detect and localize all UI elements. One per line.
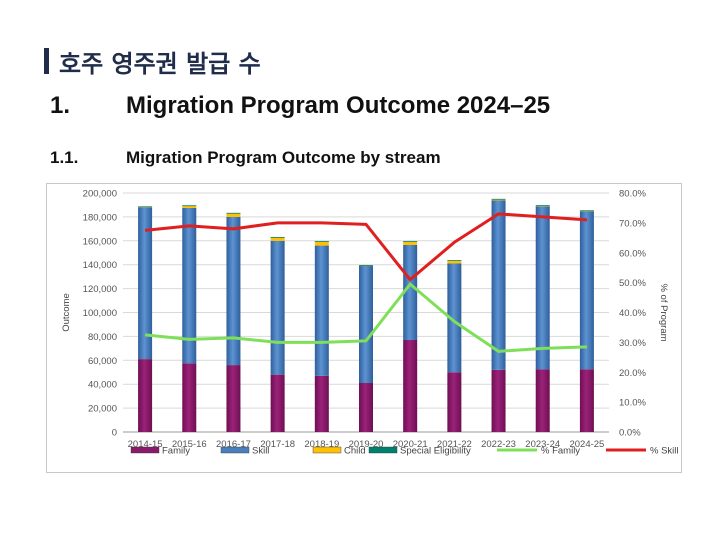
migration-outcome-chart: 0 20,000 40,000 60,000 80,000 100,000 120,000 1… — [61, 189, 679, 457]
legend-swatch — [130, 446, 160, 454]
section-title: Migration Program Outcome 2024–25 — [126, 92, 551, 119]
y2-tick-label: 30.0% — [619, 338, 646, 349]
legend-swatch — [368, 446, 398, 454]
x-tick-label: 2021-22 — [437, 439, 472, 450]
y-tick-label: 160,000 — [83, 236, 117, 247]
slide-title: 호주 영주권 발급 수 — [59, 49, 261, 78]
bar-child — [447, 260, 462, 264]
y2-axis-title: % of Program — [658, 283, 669, 341]
y2-tick-label: 40.0% — [619, 308, 646, 319]
bar-skill — [491, 200, 506, 370]
bar-family — [138, 359, 153, 432]
bar-family — [579, 369, 594, 432]
legend-label: Skill — [252, 446, 269, 457]
bar-special-eligibility — [314, 241, 329, 242]
bar-skill — [403, 244, 418, 340]
y-tick-label: 20,000 — [88, 404, 117, 415]
y-tick-label: 40,000 — [88, 380, 117, 391]
x-tick-label: 2017-18 — [260, 439, 295, 450]
chart-frame: 0 20,000 40,000 60,000 80,000 100,000 120,000 1… — [46, 183, 682, 473]
y-tick-label: 200,000 — [83, 189, 117, 200]
y-tick-label: 100,000 — [83, 308, 117, 319]
x-tick-label: 2019-20 — [349, 439, 384, 450]
legend-swatch — [312, 446, 342, 454]
bar-special-eligibility — [447, 260, 462, 261]
bar-skill — [138, 207, 153, 360]
bar-child — [226, 213, 241, 217]
bar-special-eligibility — [359, 265, 373, 266]
x-tick-label: 2016-17 — [216, 439, 251, 450]
bar-skill — [270, 240, 285, 375]
x-tick-label: 2015-16 — [172, 439, 207, 450]
legend-swatch — [220, 446, 250, 454]
subsection-number: 1.1. — [50, 148, 79, 167]
bar-skill — [359, 265, 373, 384]
y2-tick-label: 70.0% — [619, 218, 646, 229]
x-tick-label: 2023-24 — [525, 439, 560, 450]
bar-family — [182, 363, 197, 432]
bar-skill — [579, 210, 594, 370]
y-tick-label: 60,000 — [88, 356, 117, 367]
bar-child — [403, 241, 418, 245]
bar-child — [270, 237, 285, 241]
bar-family — [491, 369, 506, 432]
bar-special-eligibility — [535, 205, 550, 206]
bar-child — [491, 199, 506, 201]
y2-tick-label: 60.0% — [619, 248, 646, 259]
bar-special-eligibility — [403, 241, 418, 242]
bar-skill — [314, 245, 329, 376]
y2-tick-label: 80.0% — [619, 189, 646, 200]
bar-family — [359, 383, 373, 432]
bar-special-eligibility — [226, 212, 241, 214]
legend-label: Family — [162, 446, 190, 457]
bar-family — [403, 339, 418, 432]
line-pct-family — [144, 282, 587, 353]
bar-special-eligibility — [270, 236, 285, 238]
y-axis-title: Outcome — [61, 293, 72, 332]
legend-label: Child — [344, 446, 366, 457]
y-tick-label: 120,000 — [83, 284, 117, 295]
x-tick-label: 2020-21 — [393, 439, 428, 450]
bar-special-eligibility — [579, 210, 594, 212]
x-tick-label: 2018-19 — [304, 439, 339, 450]
bar-child — [182, 205, 197, 208]
section-number: 1. — [50, 92, 71, 119]
bar-family — [270, 374, 285, 432]
bar-special-eligibility — [491, 198, 506, 200]
slide-header: 호주 영주권 발급 수 — [44, 44, 261, 78]
bar-special-eligibility — [182, 205, 197, 207]
x-tick-label: 2014-15 — [128, 439, 163, 450]
bar-child — [314, 241, 329, 246]
y-tick-label: 140,000 — [83, 260, 117, 271]
bar-skill — [226, 216, 241, 366]
y2-tick-label: 10.0% — [619, 398, 646, 409]
bar-special-eligibility — [138, 206, 153, 208]
subsection-title: Migration Program Outcome by stream — [126, 148, 441, 167]
header-accent-bar — [44, 48, 49, 74]
y-tick-label: 0 — [112, 428, 117, 439]
x-tick-label: 2024-25 — [569, 439, 604, 450]
y2-tick-label: 50.0% — [619, 278, 646, 289]
bar-skill — [182, 207, 197, 364]
x-tick-label: 2022-23 — [481, 439, 516, 450]
bar-family — [447, 372, 462, 432]
legend-label: Special Eligibility — [400, 446, 471, 457]
y2-tick-label: 20.0% — [619, 368, 646, 379]
legend-label: % Skill — [650, 446, 679, 457]
y-tick-label: 80,000 — [88, 332, 117, 343]
bar-family — [226, 365, 241, 432]
bar-skill — [447, 263, 462, 373]
y2-tick-label: 0.0% — [619, 428, 641, 439]
y-tick-label: 180,000 — [83, 212, 117, 223]
bar-family — [535, 369, 550, 432]
line-pct-skill — [144, 212, 588, 282]
bar-family — [314, 375, 329, 432]
bar-skill — [535, 206, 550, 370]
legend-label: % Family — [541, 446, 580, 457]
